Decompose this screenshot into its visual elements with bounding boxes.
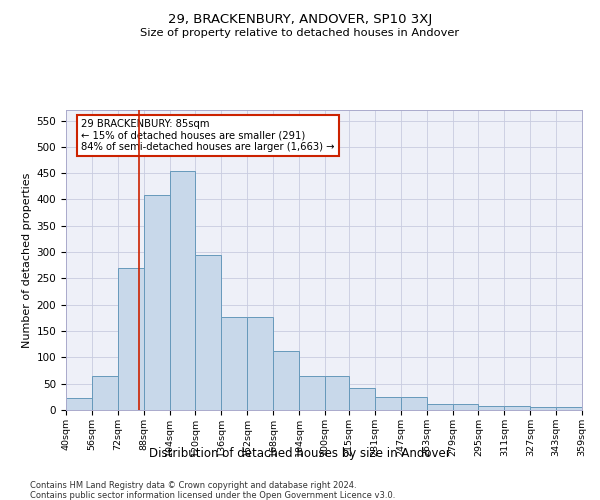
Bar — [401, 397, 427, 410]
Text: Size of property relative to detached houses in Andover: Size of property relative to detached ho… — [140, 28, 460, 38]
Y-axis label: Number of detached properties: Number of detached properties — [22, 172, 32, 348]
Bar — [375, 397, 401, 410]
Bar — [143, 196, 170, 410]
Bar — [66, 398, 92, 410]
Bar — [273, 350, 299, 410]
Text: Contains HM Land Registry data © Crown copyright and database right 2024.: Contains HM Land Registry data © Crown c… — [30, 481, 356, 490]
Bar — [221, 317, 247, 410]
Text: Distribution of detached houses by size in Andover: Distribution of detached houses by size … — [149, 448, 451, 460]
Text: 29 BRACKENBURY: 85sqm
← 15% of detached houses are smaller (291)
84% of semi-det: 29 BRACKENBURY: 85sqm ← 15% of detached … — [82, 119, 335, 152]
Bar — [92, 376, 118, 410]
Bar — [452, 404, 478, 410]
Bar — [118, 268, 143, 410]
Text: 29, BRACKENBURY, ANDOVER, SP10 3XJ: 29, BRACKENBURY, ANDOVER, SP10 3XJ — [168, 12, 432, 26]
Bar — [427, 404, 452, 410]
Bar — [556, 408, 582, 410]
Text: Contains public sector information licensed under the Open Government Licence v3: Contains public sector information licen… — [30, 491, 395, 500]
Bar — [478, 406, 505, 410]
Bar — [530, 408, 556, 410]
Bar — [325, 376, 349, 410]
Bar — [505, 406, 530, 410]
Bar — [247, 317, 273, 410]
Bar — [299, 376, 325, 410]
Bar — [196, 254, 221, 410]
Bar — [170, 170, 196, 410]
Bar — [349, 388, 375, 410]
